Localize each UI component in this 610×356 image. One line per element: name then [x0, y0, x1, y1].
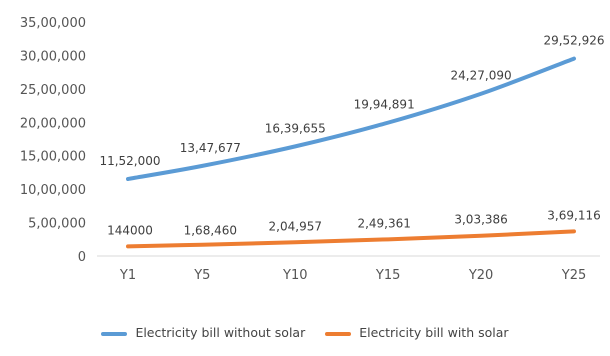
data-label-without-solar: 19,94,891 [354, 98, 415, 112]
y-tick-label: 10,00,000 [20, 183, 86, 198]
data-label-without-solar: 29,52,926 [543, 34, 604, 48]
data-label-without-solar: 16,39,655 [265, 121, 326, 135]
data-label-with-solar: 3,69,116 [547, 208, 600, 222]
y-tick-label: 35,00,000 [20, 16, 86, 31]
data-label-with-solar: 2,49,361 [357, 216, 410, 230]
legend-item-with-solar: Electricity bill with solar [325, 325, 509, 340]
y-tick-label: 5,00,000 [28, 217, 86, 232]
data-label-without-solar: 11,52,000 [99, 154, 160, 168]
x-tick-label: Y15 [375, 268, 400, 283]
data-label-with-solar: 3,03,386 [454, 213, 507, 227]
x-tick-label: Y20 [468, 268, 493, 283]
data-label-with-solar: 2,04,957 [269, 219, 322, 233]
legend-swatch-with-solar [325, 331, 352, 336]
y-tick-label: 0 [78, 250, 86, 265]
x-tick-label: Y5 [193, 268, 210, 283]
data-label-with-solar: 144000 [107, 223, 153, 237]
line-chart: 0 5,00,000 10,00,000 15,00,000 20,00,000 25,0… [20, 16, 605, 283]
data-label-with-solar: 1,68,460 [184, 224, 237, 238]
y-tick-label: 15,00,000 [20, 150, 86, 165]
y-tick-label: 30,00,000 [20, 49, 86, 64]
y-tick-label: 20,00,000 [20, 116, 86, 131]
legend-label-with-solar: Electricity bill with solar [359, 325, 509, 340]
data-label-without-solar: 13,47,677 [180, 141, 241, 155]
legend-label-without-solar: Electricity bill without solar [135, 325, 306, 340]
x-tick-label: Y10 [282, 268, 307, 283]
y-tick-label: 25,00,000 [20, 83, 86, 98]
legend: Electricity bill without solar Electrici… [0, 325, 610, 340]
x-tick-label: Y1 [119, 268, 136, 283]
data-label-without-solar: 24,27,090 [451, 69, 512, 83]
legend-swatch-without-solar [101, 331, 128, 336]
series-line-without-solar [126, 56, 576, 181]
series-line-with-solar [126, 229, 576, 249]
x-tick-label: Y25 [561, 268, 586, 283]
legend-item-without-solar: Electricity bill without solar [101, 325, 305, 340]
